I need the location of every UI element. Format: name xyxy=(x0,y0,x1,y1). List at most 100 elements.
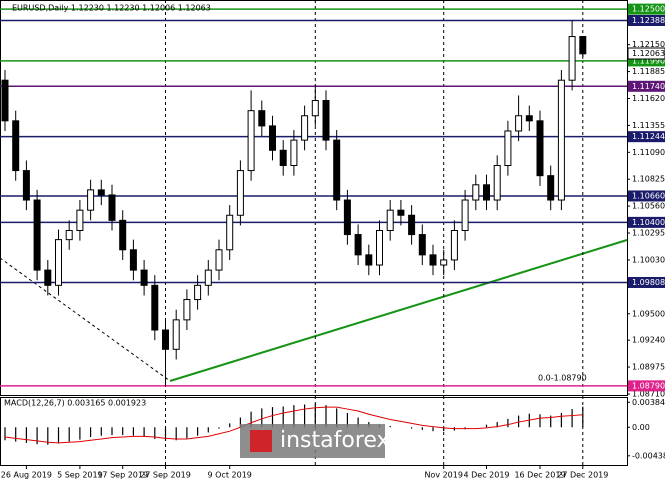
level-label: 1.10400 xyxy=(632,218,665,227)
candle-body xyxy=(247,110,255,172)
y-tick-label: 1.08710 xyxy=(632,389,665,398)
level-label-bg xyxy=(628,276,665,288)
y-tick-label: 1.10295 xyxy=(632,229,665,238)
candle-body xyxy=(547,175,555,201)
candle-body xyxy=(483,184,490,201)
x-tick-label: 4 Dec 2019 xyxy=(463,471,509,480)
candle-body xyxy=(557,79,565,201)
y-tick-label: 1.08975 xyxy=(632,363,665,372)
candle-body xyxy=(44,269,52,286)
macd-panel xyxy=(0,397,628,466)
x-tick-label: 27 Sep 2019 xyxy=(140,471,191,480)
candle-body xyxy=(55,239,62,286)
watermark: instaforex xyxy=(240,424,390,458)
candle-body xyxy=(515,115,523,132)
candle-body xyxy=(418,234,426,256)
candle-body xyxy=(472,184,480,201)
candle-body xyxy=(236,170,244,216)
candle-body xyxy=(461,199,469,231)
candle-body xyxy=(365,254,373,266)
candle-body xyxy=(269,125,276,151)
candle-body xyxy=(322,100,330,141)
level-label-bg xyxy=(628,190,665,202)
last-price-bg xyxy=(627,47,665,60)
candle-body xyxy=(504,130,512,167)
candle-body xyxy=(215,249,223,271)
candle-body xyxy=(450,229,458,261)
y-tick-label: 1.09500 xyxy=(632,309,665,318)
candle-body xyxy=(129,249,137,271)
candle-body xyxy=(12,120,20,172)
level-label: 1.10660 xyxy=(632,191,665,200)
candle-body xyxy=(204,269,212,286)
candle-body xyxy=(525,115,533,122)
y-tick-label: 1.11090 xyxy=(632,148,665,157)
level-label-bg xyxy=(628,380,665,392)
candle-body xyxy=(568,36,576,81)
last-price-label: 1.12063 xyxy=(632,49,665,58)
x-tick-label: 9 Oct 2019 xyxy=(208,471,252,480)
x-tick-label: 5 Sep 2019 xyxy=(57,471,103,480)
macd-title: MACD(12,26,7) 0.003165 0.001923 xyxy=(4,399,146,408)
candle-body xyxy=(162,329,169,350)
candle-body xyxy=(343,199,351,236)
x-tick-label: 16 Dec 2019 xyxy=(514,471,565,480)
candle-body xyxy=(87,189,95,211)
level-label: 1.08790 xyxy=(632,381,665,390)
candle-body xyxy=(354,234,362,256)
candle-body xyxy=(408,214,416,236)
candle-body xyxy=(226,214,234,251)
candle-body xyxy=(386,209,394,231)
candle-body xyxy=(22,170,30,201)
level-label: 1.12388 xyxy=(632,16,665,25)
main-panel xyxy=(0,0,628,396)
candle-body xyxy=(33,199,41,271)
candle-body xyxy=(333,139,341,201)
level-label-bg xyxy=(628,131,665,143)
logo xyxy=(250,430,272,452)
candle-body xyxy=(1,79,9,122)
candle-body xyxy=(140,269,148,286)
x-tick-label: 17 Sep 2019 xyxy=(97,471,148,480)
candle-body xyxy=(301,115,309,141)
y-tick-label: 1.10030 xyxy=(632,255,665,264)
level-label: 1.11990 xyxy=(632,56,665,65)
signal-line xyxy=(4,406,583,444)
candle-body xyxy=(151,284,159,331)
y-tick-label: 1.10560 xyxy=(632,202,665,211)
level-label: 1.09808 xyxy=(632,278,665,287)
candle-body xyxy=(440,259,448,266)
level-label-bg xyxy=(628,14,665,26)
level-label-bg xyxy=(628,216,665,228)
candle-body xyxy=(258,110,266,127)
candle-body xyxy=(579,36,587,55)
candle-body xyxy=(194,284,202,301)
x-tick-label: 27 Dec 2019 xyxy=(557,471,608,480)
candle-body xyxy=(397,209,405,216)
candle-body xyxy=(183,299,191,321)
candle-body xyxy=(108,194,116,221)
level-label-bg xyxy=(628,80,665,92)
y-tick-label: -0.004385 xyxy=(632,451,665,460)
y-tick-label: 1.09240 xyxy=(632,336,665,345)
level-label-bg xyxy=(628,55,665,67)
candle-body xyxy=(76,209,84,231)
level-label: 1.12500 xyxy=(632,5,665,14)
candle-body xyxy=(493,165,501,201)
y-tick-label: 1.10825 xyxy=(632,175,665,184)
candle-body xyxy=(65,229,73,241)
dashed-trendline xyxy=(0,257,171,382)
candle-body xyxy=(536,120,544,177)
candle-body xyxy=(290,139,298,167)
level-label: 1.11244 xyxy=(632,132,665,141)
y-tick-label: 1.11355 xyxy=(632,121,665,130)
candle-body xyxy=(119,219,127,251)
y-tick-label: 0.003845 xyxy=(632,398,665,407)
candle-body xyxy=(279,149,287,167)
trendline xyxy=(169,239,628,382)
x-tick-label: Nov 2019 xyxy=(424,471,463,480)
level-label: 1.11740 xyxy=(632,82,665,91)
watermark-text: instaforex xyxy=(280,428,390,453)
candle-body xyxy=(376,229,383,266)
